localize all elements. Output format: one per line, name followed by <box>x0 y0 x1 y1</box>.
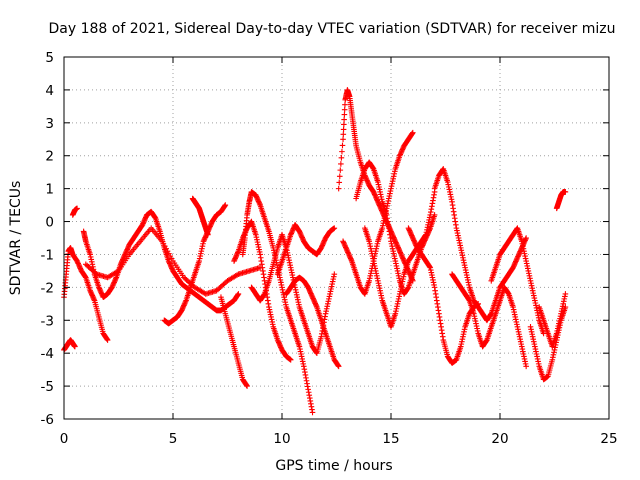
data-point <box>339 148 345 155</box>
data-point <box>335 185 342 192</box>
data-point <box>235 291 242 297</box>
series-prn-g <box>189 195 211 238</box>
data-point <box>340 136 346 143</box>
data-point <box>562 291 569 297</box>
data-point <box>104 337 111 343</box>
x-tick-label: 10 <box>273 431 290 447</box>
series-prn-q <box>362 189 438 330</box>
data-point <box>341 111 348 118</box>
data-point <box>335 363 342 370</box>
data-point <box>341 116 347 123</box>
series-prn-s <box>431 166 529 324</box>
y-tick-label: -1 <box>41 247 54 263</box>
series-prn-e <box>83 225 263 297</box>
y-tick-label: -4 <box>41 346 54 362</box>
y-tick-label: -5 <box>41 379 54 395</box>
data-point <box>410 129 416 136</box>
plot-frame <box>63 56 610 420</box>
y-tick-label: 5 <box>45 50 54 66</box>
series-prn-f <box>161 202 229 327</box>
y-tick-label: -3 <box>41 313 54 329</box>
x-tick-label: 0 <box>60 431 69 447</box>
series-prn-o <box>340 129 416 297</box>
x-tick-label: 15 <box>382 431 399 447</box>
data-point <box>341 121 347 128</box>
series-prn-w <box>536 291 569 350</box>
data-point <box>72 343 78 350</box>
y-tick-label: -6 <box>41 412 54 428</box>
y-tick-label: -2 <box>41 280 54 296</box>
data-point <box>523 363 529 370</box>
series-prn-k <box>248 231 338 356</box>
x-tick-label: 25 <box>600 431 617 447</box>
data-point <box>342 101 348 108</box>
data-point <box>562 189 569 195</box>
data-point <box>244 383 250 389</box>
data-point <box>341 106 348 113</box>
data-point <box>331 225 338 231</box>
series-prn-p <box>353 159 438 297</box>
data-point <box>336 179 343 186</box>
y-axis-label: SDTVAR / TECUs <box>8 181 24 296</box>
chart-title: Day 188 of 2021, Sidereal Day-to-day VTE… <box>49 21 616 37</box>
y-tick-label: 0 <box>45 215 54 231</box>
data-point <box>336 173 343 180</box>
series-prn-t <box>449 271 529 370</box>
x-axis-label: GPS time / hours <box>275 458 392 474</box>
data-point <box>338 154 345 161</box>
series-prn-m <box>283 274 342 370</box>
data-point <box>309 409 316 416</box>
data-point <box>337 167 344 173</box>
y-tick-label: 2 <box>45 149 54 165</box>
series-prn-r <box>405 225 481 366</box>
data-point <box>74 205 80 212</box>
y-tick-label: 1 <box>45 182 54 198</box>
data-points-layer <box>61 87 569 416</box>
x-tick-label: 5 <box>169 431 178 447</box>
data-point <box>222 202 229 208</box>
series-prn-j <box>239 189 316 416</box>
data-point <box>331 271 338 277</box>
series-prn-h <box>218 294 250 389</box>
data-point <box>205 231 211 238</box>
series-prn-u <box>488 225 547 337</box>
data-point <box>287 356 294 363</box>
data-point <box>339 142 346 149</box>
y-tick-label: 4 <box>45 83 54 99</box>
data-point <box>562 304 569 310</box>
x-tick-label: 20 <box>491 431 508 447</box>
data-point <box>340 126 347 133</box>
y-tick-label: 3 <box>45 116 54 132</box>
series-prn-c <box>69 205 80 218</box>
series-prn-b <box>61 245 111 343</box>
data-point <box>340 131 347 138</box>
series-prn-l <box>274 222 338 277</box>
data-point <box>338 161 344 167</box>
series-prn-d <box>80 208 242 314</box>
ticks-layer: 0 5 10 15 20 25 -6 -5 -4 -3 -2 -1 0 1 2 3 4 5 <box>41 50 618 447</box>
data-point <box>523 235 529 241</box>
series-prn-x <box>553 189 569 212</box>
series-prn-a <box>61 337 78 353</box>
